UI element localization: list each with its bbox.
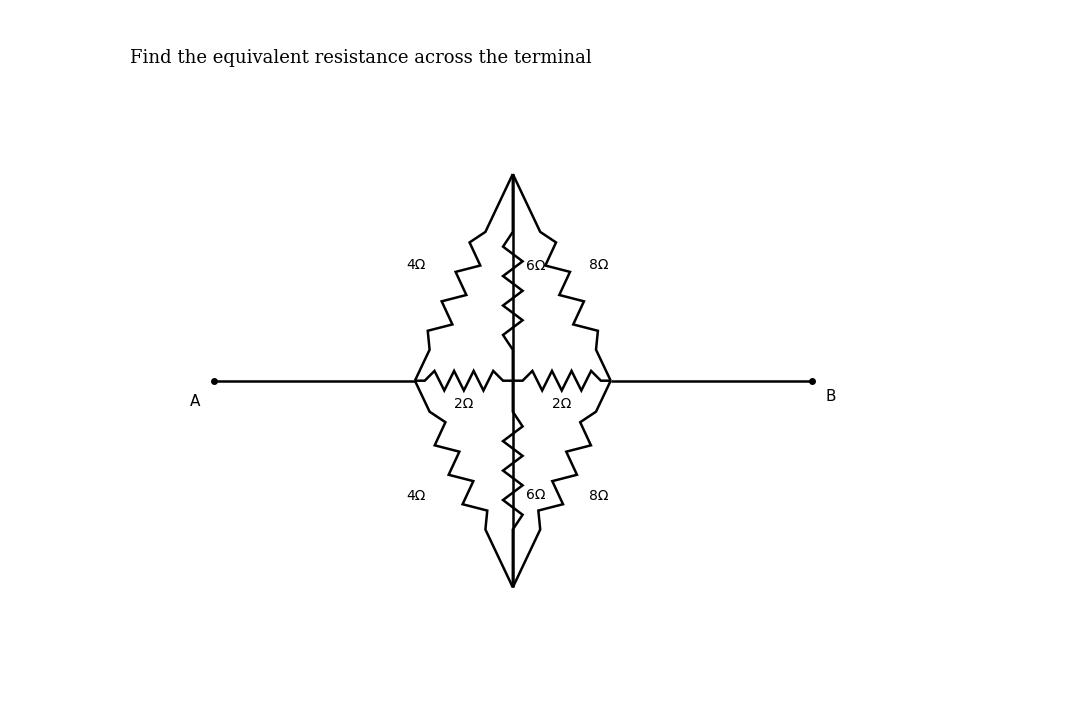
Text: 4Ω: 4Ω xyxy=(406,489,426,503)
Text: 8Ω: 8Ω xyxy=(589,489,608,503)
Text: 6Ω: 6Ω xyxy=(526,488,545,502)
Text: B: B xyxy=(825,389,836,404)
Text: 2Ω: 2Ω xyxy=(455,397,473,411)
Text: 6Ω: 6Ω xyxy=(526,259,545,274)
Text: 4Ω: 4Ω xyxy=(406,258,426,272)
Text: A: A xyxy=(190,395,200,409)
Text: 2Ω: 2Ω xyxy=(552,397,571,411)
Text: 8Ω: 8Ω xyxy=(589,258,608,272)
Text: Find the equivalent resistance across the terminal: Find the equivalent resistance across th… xyxy=(130,49,592,67)
